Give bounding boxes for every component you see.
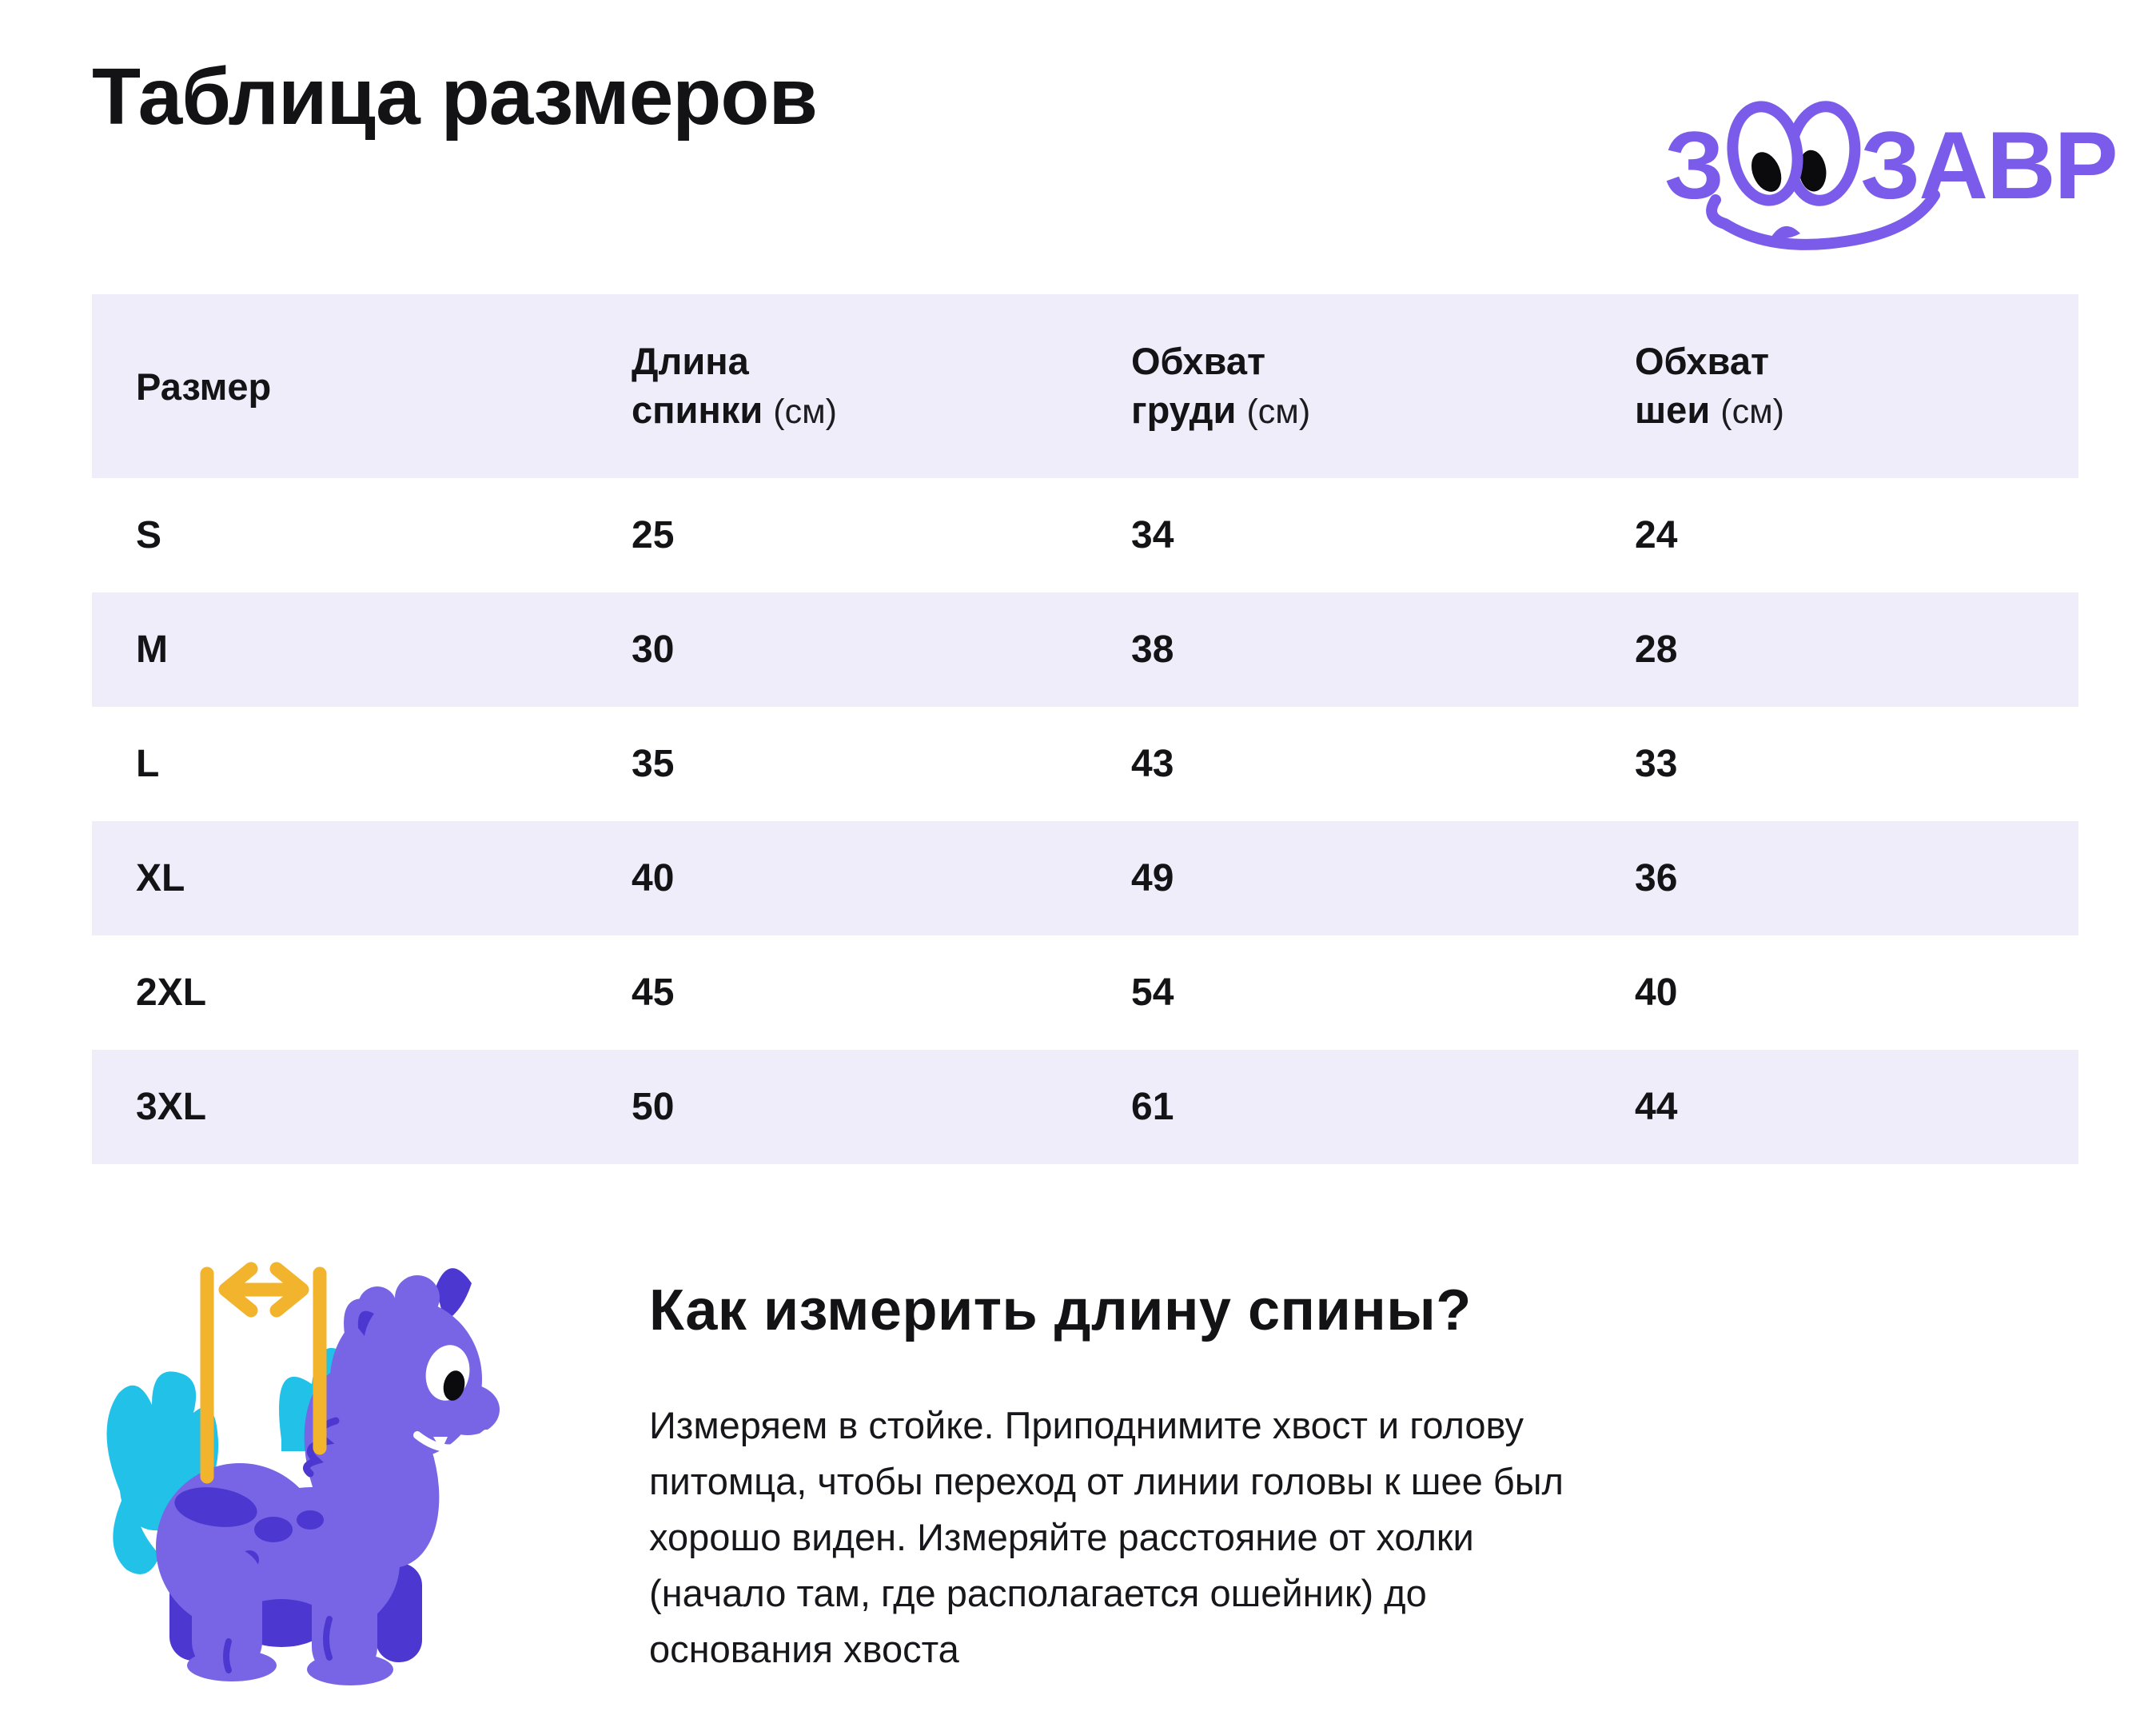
near-legs-shape: [187, 1547, 393, 1685]
col-header-line: спинки (см): [632, 388, 837, 431]
page-title: Таблица размеров: [92, 52, 818, 142]
cell-neck: 28: [1635, 628, 1678, 671]
cell-back: 30: [632, 628, 675, 671]
table-row: M 30 38 28: [92, 592, 2078, 707]
howto-paragraph: Измеряем в стойке. Приподнимите хвост и …: [649, 1404, 1564, 1670]
col-header-size: Размер: [92, 362, 632, 411]
cell-back: 25: [632, 514, 675, 556]
cell-neck: 40: [1635, 971, 1678, 1014]
col-header-back-length: Длина спинки (см): [632, 337, 1131, 437]
col-header-neck-girth: Обхват шеи (см): [1635, 337, 2078, 437]
table-row: XL 40 49 36: [92, 821, 2078, 935]
col-header-line: шеи (см): [1635, 388, 1784, 431]
cell-back: 50: [632, 1086, 675, 1128]
cell-size: M: [136, 628, 168, 671]
col-header-line: Обхват: [1635, 339, 1769, 382]
face-shapes: [413, 1345, 490, 1453]
leg-crease-lines: [223, 1616, 333, 1673]
table-row: L 35 43 33: [92, 707, 2078, 821]
cell-neck: 24: [1635, 514, 1678, 556]
cell-chest: 54: [1131, 971, 1174, 1014]
logo-pupil-icon: [1746, 147, 1787, 197]
cell-chest: 43: [1131, 743, 1174, 785]
cell-size: S: [136, 514, 162, 556]
col-header-chest-girth: Обхват груди (см): [1131, 337, 1635, 437]
cell-neck: 33: [1635, 743, 1678, 785]
cell-chest: 38: [1131, 628, 1174, 671]
cell-back: 35: [632, 743, 675, 785]
table-row: 3XL 50 61 44: [92, 1050, 2078, 1164]
table-row: S 25 34 24: [92, 478, 2078, 592]
cell-back: 40: [632, 857, 675, 899]
brand-logo: З ЗАВР: [1664, 74, 2118, 250]
howto-heading: Как измерить длину спины?: [649, 1278, 1472, 1342]
cell-neck: 44: [1635, 1086, 1678, 1128]
measurement-arrow-icon: [200, 1262, 327, 1484]
logo-smile-icon: [1706, 190, 1940, 250]
col-header-line: груди (см): [1131, 388, 1311, 431]
cell-chest: 34: [1131, 514, 1174, 556]
col-header-size-label: Размер: [136, 365, 272, 408]
cell-chest: 61: [1131, 1086, 1174, 1128]
col-header-line: Обхват: [1131, 339, 1265, 382]
unit-label: (см): [773, 392, 837, 431]
cell-size: L: [136, 743, 160, 785]
unit-label: (см): [1720, 392, 1784, 431]
cell-chest: 49: [1131, 857, 1174, 899]
size-table: Размер Длина спинки (см) Обхват груди (с…: [92, 294, 2078, 1164]
cell-size: 3XL: [136, 1086, 207, 1128]
table-header-row: Размер Длина спинки (см) Обхват груди (с…: [92, 294, 2078, 478]
unit-label: (см): [1246, 392, 1311, 431]
cell-back: 45: [632, 971, 675, 1014]
cell-neck: 36: [1635, 857, 1678, 899]
cell-size: XL: [136, 857, 185, 899]
pet-dinosaur-illustration: [106, 1262, 500, 1685]
logo-letters-zavr: ЗАВР: [1860, 111, 2118, 219]
table-row: 2XL 45 54 40: [92, 935, 2078, 1050]
cell-size: 2XL: [136, 971, 207, 1014]
col-header-line: Длина: [632, 339, 749, 382]
head-spike-shape: [436, 1268, 472, 1322]
